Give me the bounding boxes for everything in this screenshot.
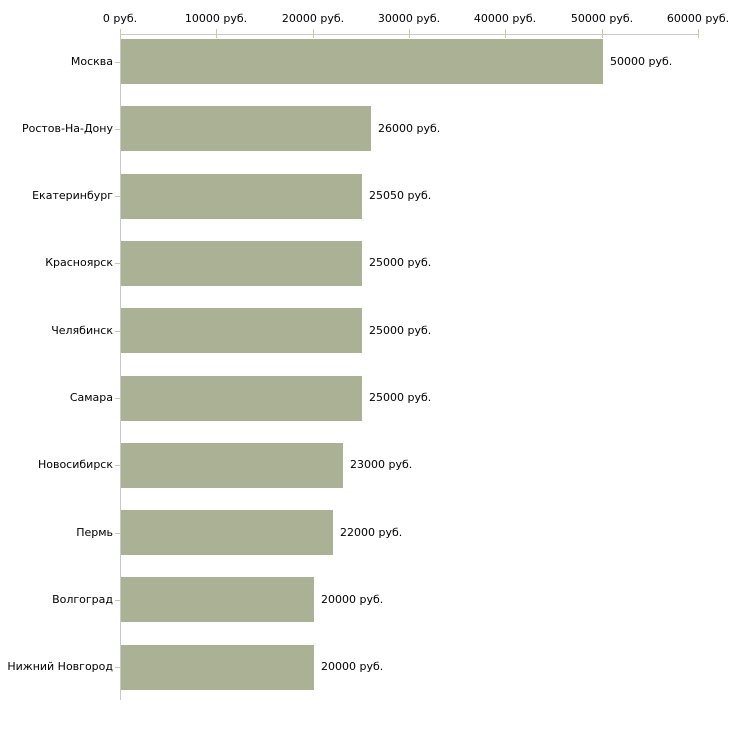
y-axis-tick [115,667,120,668]
x-axis-tick [409,29,410,38]
bar [121,577,314,622]
value-label: 20000 руб. [321,660,384,673]
category-label: Самара [69,391,113,404]
category-label: Волгоград [52,593,113,606]
bar [121,443,343,488]
x-axis-tick-label: 50000 руб. [570,12,634,25]
bar [121,39,603,84]
y-axis-line [120,34,121,700]
bar [121,241,362,286]
x-axis-tick-label: 0 руб. [102,12,138,25]
category-label: Новосибирск [37,458,113,471]
category-label: Пермь [76,526,113,539]
value-label: 25050 руб. [369,189,432,202]
x-axis-tick [313,29,314,38]
category-label: Москва [70,55,113,68]
y-axis-tick [115,62,120,63]
y-axis-tick [115,465,120,466]
bar [121,645,314,690]
x-axis-tick-label: 30000 руб. [377,12,441,25]
bar [121,510,333,555]
category-label: Нижний Новгород [7,660,113,673]
y-axis-tick [115,129,120,130]
x-axis-tick-label: 60000 руб. [666,12,730,25]
bar [121,308,362,353]
x-axis-tick [505,29,506,38]
bar [121,376,362,421]
value-label: 50000 руб. [610,55,673,68]
y-axis-tick [115,600,120,601]
value-label: 25000 руб. [369,256,432,269]
x-axis-tick-label: 20000 руб. [281,12,345,25]
value-label: 20000 руб. [321,593,384,606]
category-label: Ростов-На-Дону [21,122,113,135]
x-axis-tick-label: 10000 руб. [184,12,248,25]
x-axis-tick-label: 40000 руб. [473,12,537,25]
y-axis-tick [115,398,120,399]
y-axis-tick [115,331,120,332]
category-label: Екатеринбург [32,189,113,202]
y-axis-tick [115,196,120,197]
y-axis-tick [115,263,120,264]
value-label: 26000 руб. [378,122,441,135]
value-label: 22000 руб. [340,526,403,539]
y-axis-tick [115,533,120,534]
value-label: 23000 руб. [350,458,413,471]
bar [121,174,362,219]
category-label: Челябинск [51,324,113,337]
category-label: Красноярск [45,256,113,269]
x-axis-tick [120,29,121,38]
bar [121,106,371,151]
x-axis-tick [602,29,603,38]
value-label: 25000 руб. [369,391,432,404]
x-axis-tick [216,29,217,38]
x-axis-tick [698,29,699,38]
value-label: 25000 руб. [369,324,432,337]
